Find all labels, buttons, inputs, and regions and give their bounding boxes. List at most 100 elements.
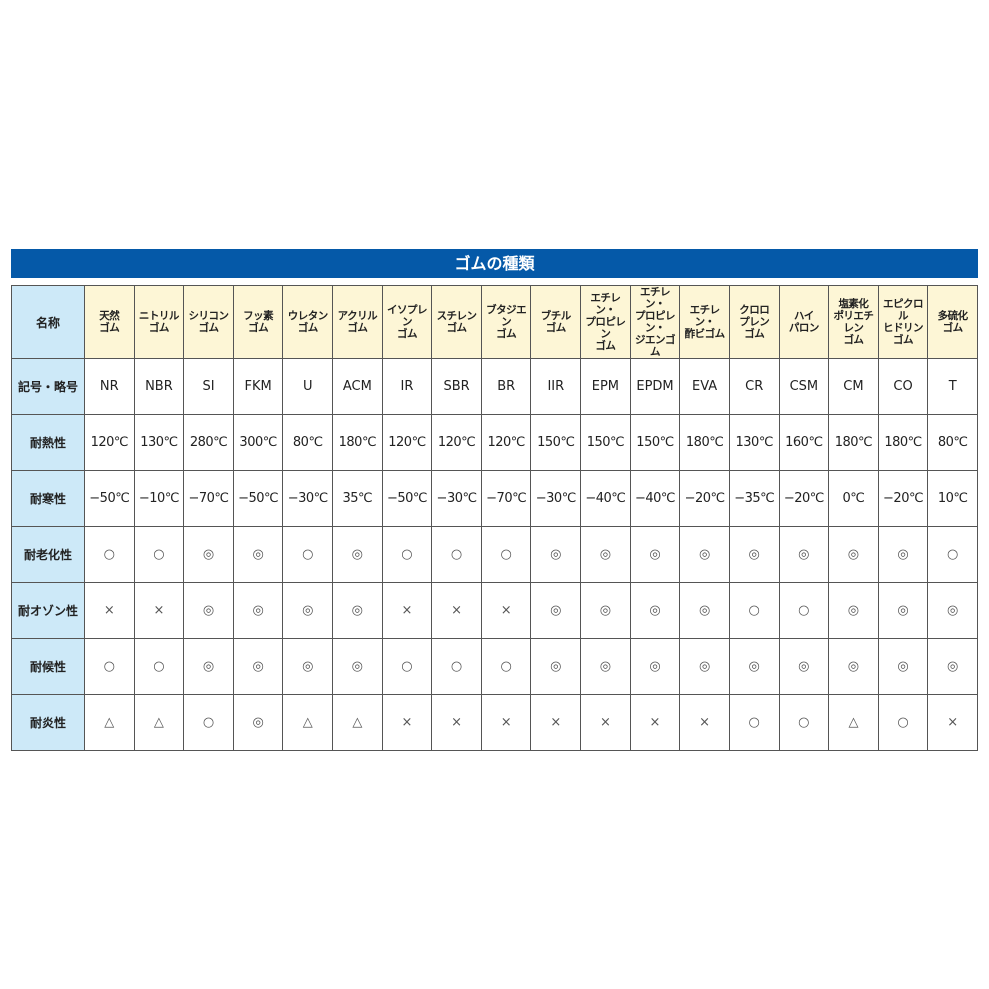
table-cell: イソプレン ゴム [381, 285, 433, 359]
row-header: 記号・略号 [11, 358, 85, 415]
table-cell: ◎ [679, 526, 730, 583]
table-cell: ◎ [183, 638, 234, 695]
table-cell: ○ [778, 582, 830, 639]
table-cell: ◎ [282, 638, 334, 695]
table-cell: ◎ [183, 526, 234, 583]
table-cell: ◎ [728, 526, 780, 583]
row-header: 耐オゾン性 [11, 582, 85, 639]
row-header: 耐炎性 [11, 694, 85, 751]
table-cell: ○ [282, 526, 334, 583]
table-cell: × [381, 582, 433, 639]
table-cell: 80℃ [282, 414, 334, 471]
table-cell: × [480, 582, 532, 639]
table-cell: −40℃ [629, 470, 681, 527]
heat-resistance-row: 耐熱性 120℃ 130℃ 280℃ 300℃ 80℃ 180℃ 120℃ 120℃ 120℃ 15… [11, 414, 978, 471]
table-cell: ○ [381, 638, 433, 695]
table-cell: ◎ [232, 638, 284, 695]
table-cell: 120℃ [381, 414, 433, 471]
ozone-resistance-row: 耐オゾン性 × × ◎ ◎ ◎ ◎ × × × ◎ ◎ ◎ ◎ ○ ○ ◎ ◎ ◎ [11, 582, 978, 639]
table-cell: ○ [133, 526, 185, 583]
table-cell: ◎ [828, 638, 879, 695]
table-cell: 180℃ [828, 414, 879, 471]
table-cell: ◎ [580, 526, 631, 583]
table-cell: 120℃ [84, 414, 135, 471]
table-cell: ニトリル ゴム [133, 285, 185, 359]
table-cell: ○ [183, 694, 234, 751]
table-cell: BR [480, 358, 532, 415]
table-cell: EPM [580, 358, 631, 415]
table-cell: ◎ [877, 526, 929, 583]
table-cell: ◎ [629, 582, 681, 639]
table-cell: × [84, 582, 135, 639]
aging-resistance-row: 耐老化性 ○ ○ ◎ ◎ ○ ◎ ○ ○ ○ ◎ ◎ ◎ ◎ ◎ ◎ ◎ ◎ ○ [11, 526, 978, 583]
table-cell: ◎ [828, 582, 879, 639]
table-cell: −20℃ [877, 470, 929, 527]
table-cell: −20℃ [679, 470, 730, 527]
table-cell: 150℃ [580, 414, 631, 471]
table-cell: ○ [480, 526, 532, 583]
table-cell: −30℃ [530, 470, 582, 527]
table-cell: シリコン ゴム [183, 285, 234, 359]
table-cell: ◎ [728, 638, 780, 695]
table-cell: 天然 ゴム [84, 285, 135, 359]
table-cell: ウレタン ゴム [282, 285, 334, 359]
table-cell: ○ [728, 694, 780, 751]
table-cell: アクリル ゴム [332, 285, 383, 359]
table-cell: ○ [381, 526, 433, 583]
table-cell: 180℃ [877, 414, 929, 471]
table-cell: 80℃ [927, 414, 978, 471]
table-cell: ○ [927, 526, 978, 583]
table-cell: ○ [728, 582, 780, 639]
table-cell: 300℃ [232, 414, 284, 471]
table-cell: ◎ [877, 582, 929, 639]
table-cell: △ [84, 694, 135, 751]
table-cell: 280℃ [183, 414, 234, 471]
table-cell: 塩素化 ポリエチレン ゴム [828, 285, 879, 359]
table-cell: ◎ [580, 638, 631, 695]
table-cell: ◎ [679, 638, 730, 695]
table-cell: ◎ [282, 582, 334, 639]
name-row: 名称 天然 ゴム ニトリル ゴム シリコン ゴム フッ素 ゴム ウレタン ゴム アクリル ゴ… [11, 285, 978, 359]
table-cell: ◎ [530, 638, 582, 695]
table-cell: ◎ [629, 638, 681, 695]
table-cell: EVA [679, 358, 730, 415]
table-cell: ○ [431, 638, 482, 695]
table-cell: ○ [778, 694, 830, 751]
row-header: 耐熱性 [11, 414, 85, 471]
code-row: 記号・略号 NR NBR SI FKM U ACM IR SBR BR IIR EPM EPDM EVA C… [11, 358, 978, 415]
table-cell: ◎ [232, 582, 284, 639]
table-cell: 130℃ [728, 414, 780, 471]
table-cell: ○ [480, 638, 532, 695]
table-cell: ◎ [679, 582, 730, 639]
table-cell: フッ素 ゴム [232, 285, 284, 359]
table-cell: ◎ [778, 638, 830, 695]
table-cell: クロロ プレン ゴム [728, 285, 780, 359]
table-cell: ◎ [629, 526, 681, 583]
table-cell: −30℃ [282, 470, 334, 527]
table-title: ゴムの種類 [11, 249, 978, 278]
table-cell: ◎ [580, 582, 631, 639]
table-cell: 180℃ [679, 414, 730, 471]
table-cell: FKM [232, 358, 284, 415]
table-cell: × [530, 694, 582, 751]
table-cell: × [629, 694, 681, 751]
table-cell: 150℃ [629, 414, 681, 471]
table-cell: CM [828, 358, 879, 415]
table-cell: ○ [431, 526, 482, 583]
table-cell: ◎ [332, 526, 383, 583]
table-cell: × [431, 582, 482, 639]
table-cell: ◎ [332, 582, 383, 639]
table-cell: × [679, 694, 730, 751]
table-cell: −70℃ [183, 470, 234, 527]
table-cell: ◎ [877, 638, 929, 695]
table-cell: −70℃ [480, 470, 532, 527]
table-cell: IIR [530, 358, 582, 415]
table-cell: −20℃ [778, 470, 830, 527]
table-cell: ○ [877, 694, 929, 751]
table-cell: 160℃ [778, 414, 830, 471]
table-cell: エチレン・ 酢ビゴム [679, 285, 730, 359]
table-cell: −50℃ [84, 470, 135, 527]
table-cell: △ [828, 694, 879, 751]
table-cell: 150℃ [530, 414, 582, 471]
table-cell: 180℃ [332, 414, 383, 471]
